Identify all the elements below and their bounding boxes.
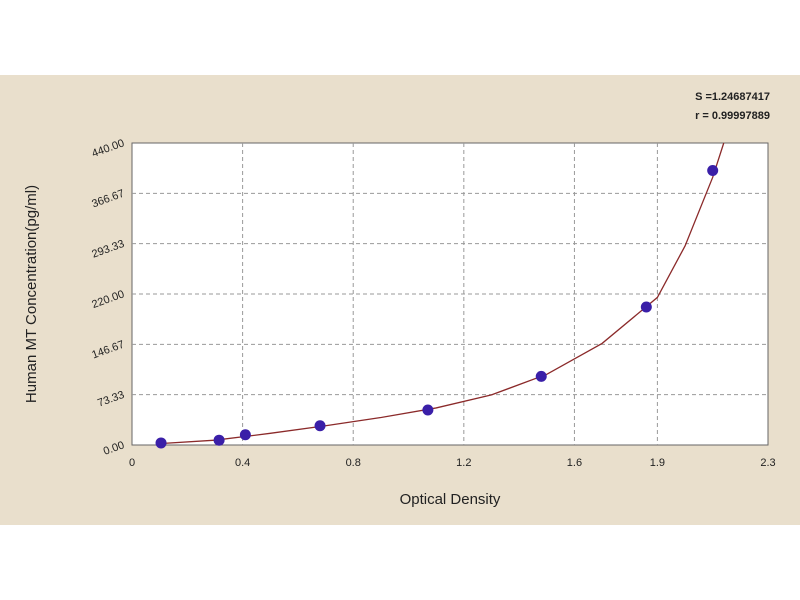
data-point <box>213 434 225 446</box>
x-tick-label: 1.9 <box>650 457 665 469</box>
fit-curve <box>159 142 725 445</box>
y-axis-title: Human MT Concentration(pg/ml) <box>23 185 40 403</box>
annotation: r = 0.99997889 <box>695 110 770 122</box>
x-axis-title: Optical Density <box>400 491 501 508</box>
data-point <box>422 404 434 416</box>
x-tick-label: 0.4 <box>235 457 250 469</box>
x-tick-label: 1.6 <box>567 457 582 469</box>
x-tick-label: 2.3 <box>760 457 775 469</box>
data-point <box>314 420 326 432</box>
x-tick-label: 0 <box>129 457 135 469</box>
data-point <box>707 164 719 176</box>
annotation: S =1.24687417 <box>695 91 770 103</box>
data-point <box>640 301 652 313</box>
data-point <box>155 437 167 449</box>
data-point <box>239 429 251 441</box>
data-point <box>535 370 547 382</box>
x-tick-label: 0.8 <box>346 457 361 469</box>
x-tick-label: 1.2 <box>456 457 471 469</box>
